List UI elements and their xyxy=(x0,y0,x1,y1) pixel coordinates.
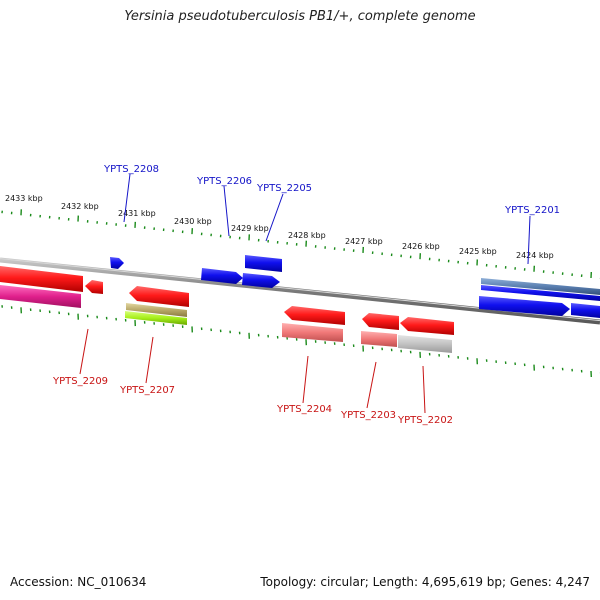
gene-ypts-2200[interactable] xyxy=(571,303,600,318)
gene-ypts-2205[interactable] xyxy=(245,255,282,272)
scale-label: 2432 kbp xyxy=(61,202,99,211)
genome-stats-text: Topology: circular; Length: 4,695,619 bp… xyxy=(260,575,590,589)
gene-label-ypts-2204[interactable]: YPTS_2204 xyxy=(276,404,332,415)
gene-label-ypts-2207[interactable]: YPTS_2207 xyxy=(119,385,175,396)
gene-ypts-2203-salmon[interactable] xyxy=(361,331,397,347)
scale-ticks-lower xyxy=(1,305,600,378)
gene-label-ypts-2209[interactable]: YPTS_2209 xyxy=(52,376,108,387)
scale-ticks-upper xyxy=(1,209,600,279)
genome-backbone xyxy=(0,257,600,325)
gene-ypts-2202-grey[interactable] xyxy=(398,335,452,353)
gene-ypts-2201[interactable] xyxy=(481,285,600,301)
scale-labels: 2433 kbp 2432 kbp 2431 kbp 2430 kbp 2429… xyxy=(5,194,554,260)
gene-ypts-2204-salmon[interactable] xyxy=(282,323,343,342)
scale-label: 2427 kbp xyxy=(345,237,383,246)
gene-ypts-2209[interactable] xyxy=(0,266,83,292)
gene-ypts-2209b[interactable] xyxy=(85,280,103,294)
gene-ypts-2202[interactable] xyxy=(400,317,454,335)
gene-label-ypts-2205[interactable]: YPTS_2205 xyxy=(256,183,312,194)
scale-label: 2426 kbp xyxy=(402,242,440,251)
forward-label-leaders xyxy=(123,173,531,265)
scale-label: 2428 kbp xyxy=(288,231,326,240)
gene-ypts-2207-lime[interactable] xyxy=(125,311,187,325)
gene-ypts-2201b[interactable] xyxy=(479,296,570,316)
reverse-label-leaders xyxy=(79,328,426,414)
genome-title: Yersinia pseudotuberculosis PB1/+, compl… xyxy=(124,9,476,24)
gene-ypts-2207[interactable] xyxy=(129,286,189,307)
reverse-strand-genes xyxy=(0,266,454,353)
gene-ypts-2208[interactable] xyxy=(110,257,124,269)
gene-ypts-2207-olive[interactable] xyxy=(126,303,187,317)
gene-ypts-2201-steel[interactable] xyxy=(481,278,600,295)
gene-ypts-2206b[interactable] xyxy=(242,273,280,288)
scale-label: 2424 kbp xyxy=(516,251,554,260)
gene-label-ypts-2201[interactable]: YPTS_2201 xyxy=(504,205,560,216)
scale-label: 2429 kbp xyxy=(231,224,269,233)
accession-text: Accession: NC_010634 xyxy=(10,575,147,589)
forward-strand-genes xyxy=(110,255,600,318)
scale-label: 2425 kbp xyxy=(459,247,497,256)
gene-ypts-2204[interactable] xyxy=(284,306,345,325)
scale-label: 2431 kbp xyxy=(118,209,156,218)
gene-label-ypts-2202[interactable]: YPTS_2202 xyxy=(397,415,453,426)
gene-label-ypts-2203[interactable]: YPTS_2203 xyxy=(340,410,396,421)
scale-label: 2430 kbp xyxy=(174,217,212,226)
gene-label-ypts-2208[interactable]: YPTS_2208 xyxy=(103,164,159,175)
gene-label-ypts-2206[interactable]: YPTS_2206 xyxy=(196,176,252,187)
gene-ypts-2209-pink[interactable] xyxy=(0,285,81,308)
scale-label: 2433 kbp xyxy=(5,194,43,203)
gene-ypts-2203[interactable] xyxy=(362,313,399,330)
gene-ypts-2206[interactable] xyxy=(201,268,243,284)
